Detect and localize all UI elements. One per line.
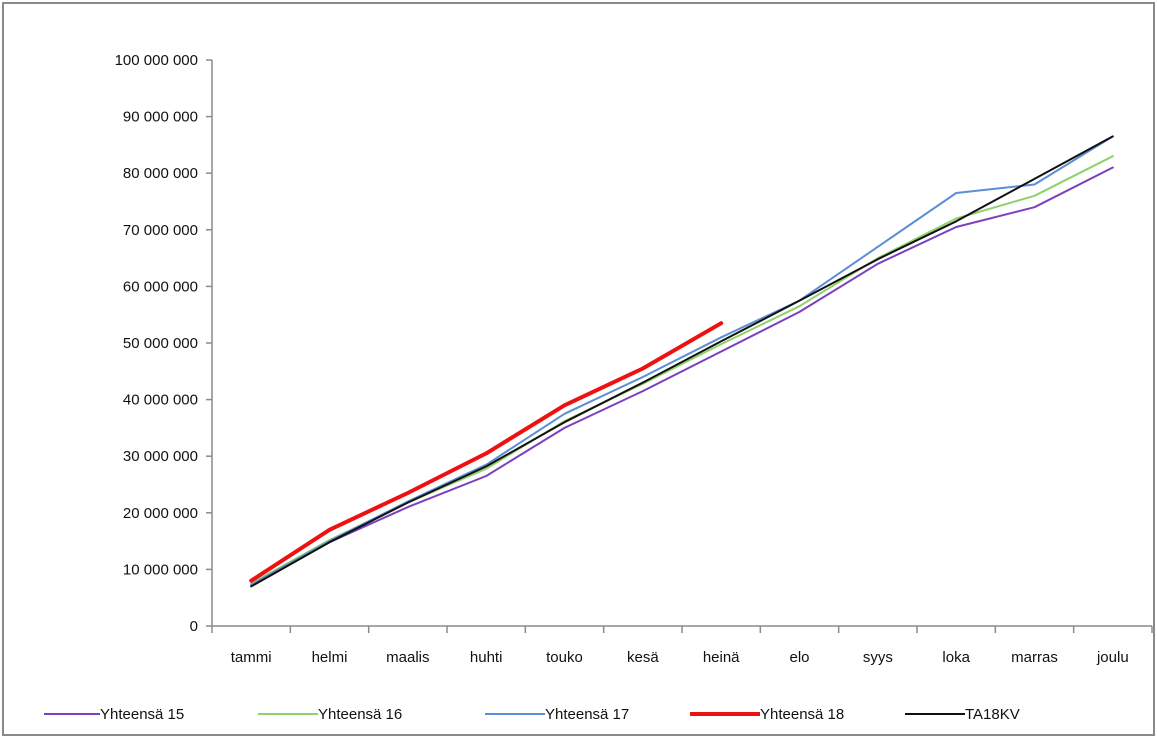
series-lines <box>249 135 1114 588</box>
x-tick-label: touko <box>546 649 583 666</box>
legend-label: Yhteensä 18 <box>760 706 844 723</box>
x-tick-label: tammi <box>231 649 272 666</box>
legend-item-0: Yhteensä 15 <box>44 706 184 723</box>
legend-item-3: Yhteensä 18 <box>690 706 844 723</box>
y-tick-label: 40 000 000 <box>123 392 198 409</box>
y-tick-label: 70 000 000 <box>123 222 198 239</box>
legend-label: TA18KV <box>965 706 1020 723</box>
series-line-3 <box>249 321 724 583</box>
series-line-0 <box>250 166 1114 587</box>
y-tick-label: 100 000 000 <box>115 52 198 69</box>
y-tick-label: 60 000 000 <box>123 278 198 295</box>
x-tick-label: heinä <box>703 649 740 666</box>
series-line-4 <box>250 135 1114 588</box>
legend: Yhteensä 15 Yhteensä 16 Yhteensä 17 Yhteens… <box>44 706 1020 723</box>
legend-label: Yhteensä 17 <box>545 706 629 723</box>
legend-item-2: Yhteensä 17 <box>485 706 629 723</box>
legend-item-4: TA18KV <box>905 706 1020 723</box>
legend-label: Yhteensä 16 <box>318 706 402 723</box>
y-axis-ticks: 0 10 000 000 20 000 000 30 000 000 40 000 00… <box>115 52 212 635</box>
x-tick-label: kesä <box>627 649 659 666</box>
x-tick-label: loka <box>942 649 970 666</box>
x-tick-label: joulu <box>1096 649 1129 666</box>
y-tick-label: 80 000 000 <box>123 165 198 182</box>
x-tick-label: elo <box>789 649 809 666</box>
legend-label: Yhteensä 15 <box>100 706 184 723</box>
x-tick-label: syys <box>863 649 893 666</box>
y-tick-label: 50 000 000 <box>123 335 198 352</box>
x-axis-ticks: tammi helmi maalis huhti touko kesä heinä elo sy… <box>211 626 1153 666</box>
legend-item-1: Yhteensä 16 <box>258 706 402 723</box>
x-tick-label: marras <box>1011 649 1058 666</box>
y-tick-label: 0 <box>190 618 198 635</box>
y-tick-label: 20 000 000 <box>123 505 198 522</box>
y-tick-label: 90 000 000 <box>123 109 198 126</box>
y-tick-label: 30 000 000 <box>123 448 198 465</box>
x-tick-label: helmi <box>312 649 348 666</box>
x-tick-label: huhti <box>470 649 503 666</box>
axes <box>211 60 1152 627</box>
y-tick-label: 10 000 000 <box>123 561 198 578</box>
x-tick-label: maalis <box>386 649 429 666</box>
